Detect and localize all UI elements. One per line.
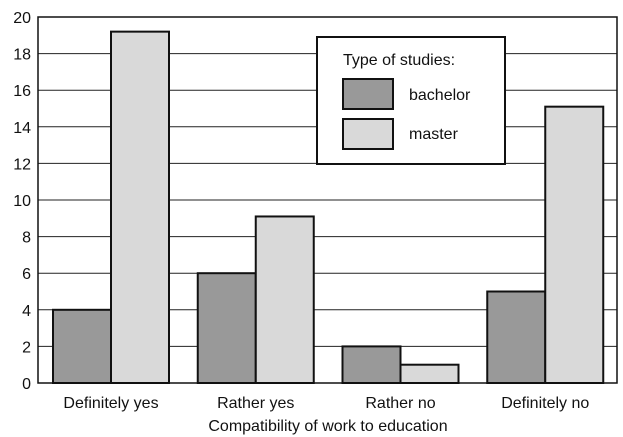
bar-bachelor-definitely-yes — [52, 308, 112, 384]
plot-frame — [37, 16, 618, 384]
y-tick-label: 16 — [13, 83, 31, 100]
x-category-label: Rather yes — [217, 395, 294, 412]
y-tick-label: 10 — [13, 193, 31, 210]
y-tick-label: 14 — [13, 120, 31, 137]
legend-swatch-master — [342, 118, 394, 150]
y-tick-label: 18 — [13, 47, 31, 64]
legend: Type of studies: bachelor master — [316, 36, 506, 165]
legend-swatch-bachelor — [342, 78, 394, 110]
y-tick-label: 2 — [22, 339, 31, 356]
legend-label-bachelor: bachelor — [409, 87, 471, 104]
bars — [52, 30, 605, 385]
y-axis-ticks: 0 2 4 6 8 10 12 14 16 18 20 — [13, 10, 31, 393]
y-tick-label: 20 — [13, 10, 31, 27]
y-tick-label: 4 — [22, 303, 31, 320]
legend-label-master: master — [409, 126, 459, 143]
x-axis-category-labels: Definitely yes Rather yes Rather no Definit… — [63, 395, 589, 412]
y-tick-label: 6 — [22, 266, 31, 283]
y-tick-label: 0 — [22, 376, 31, 393]
legend-title: Type of studies: — [343, 52, 455, 69]
bar-bachelor-rather-yes — [196, 272, 257, 385]
x-category-label: Definitely yes — [63, 395, 158, 412]
bar-master-definitely-no — [544, 105, 605, 384]
x-category-label: Definitely no — [501, 395, 589, 412]
x-category-label: Rather no — [365, 395, 435, 412]
bar-bachelor-rather-no — [341, 345, 402, 384]
y-tick-label: 8 — [22, 230, 31, 247]
y-tick-label: 12 — [13, 156, 31, 173]
bar-master-rather-yes — [254, 215, 315, 384]
x-axis-title: Compatibility of work to education — [208, 418, 447, 435]
bar-master-definitely-yes — [110, 30, 170, 384]
bar-bachelor-definitely-no — [486, 290, 547, 384]
bar-master-rather-no — [399, 363, 460, 385]
